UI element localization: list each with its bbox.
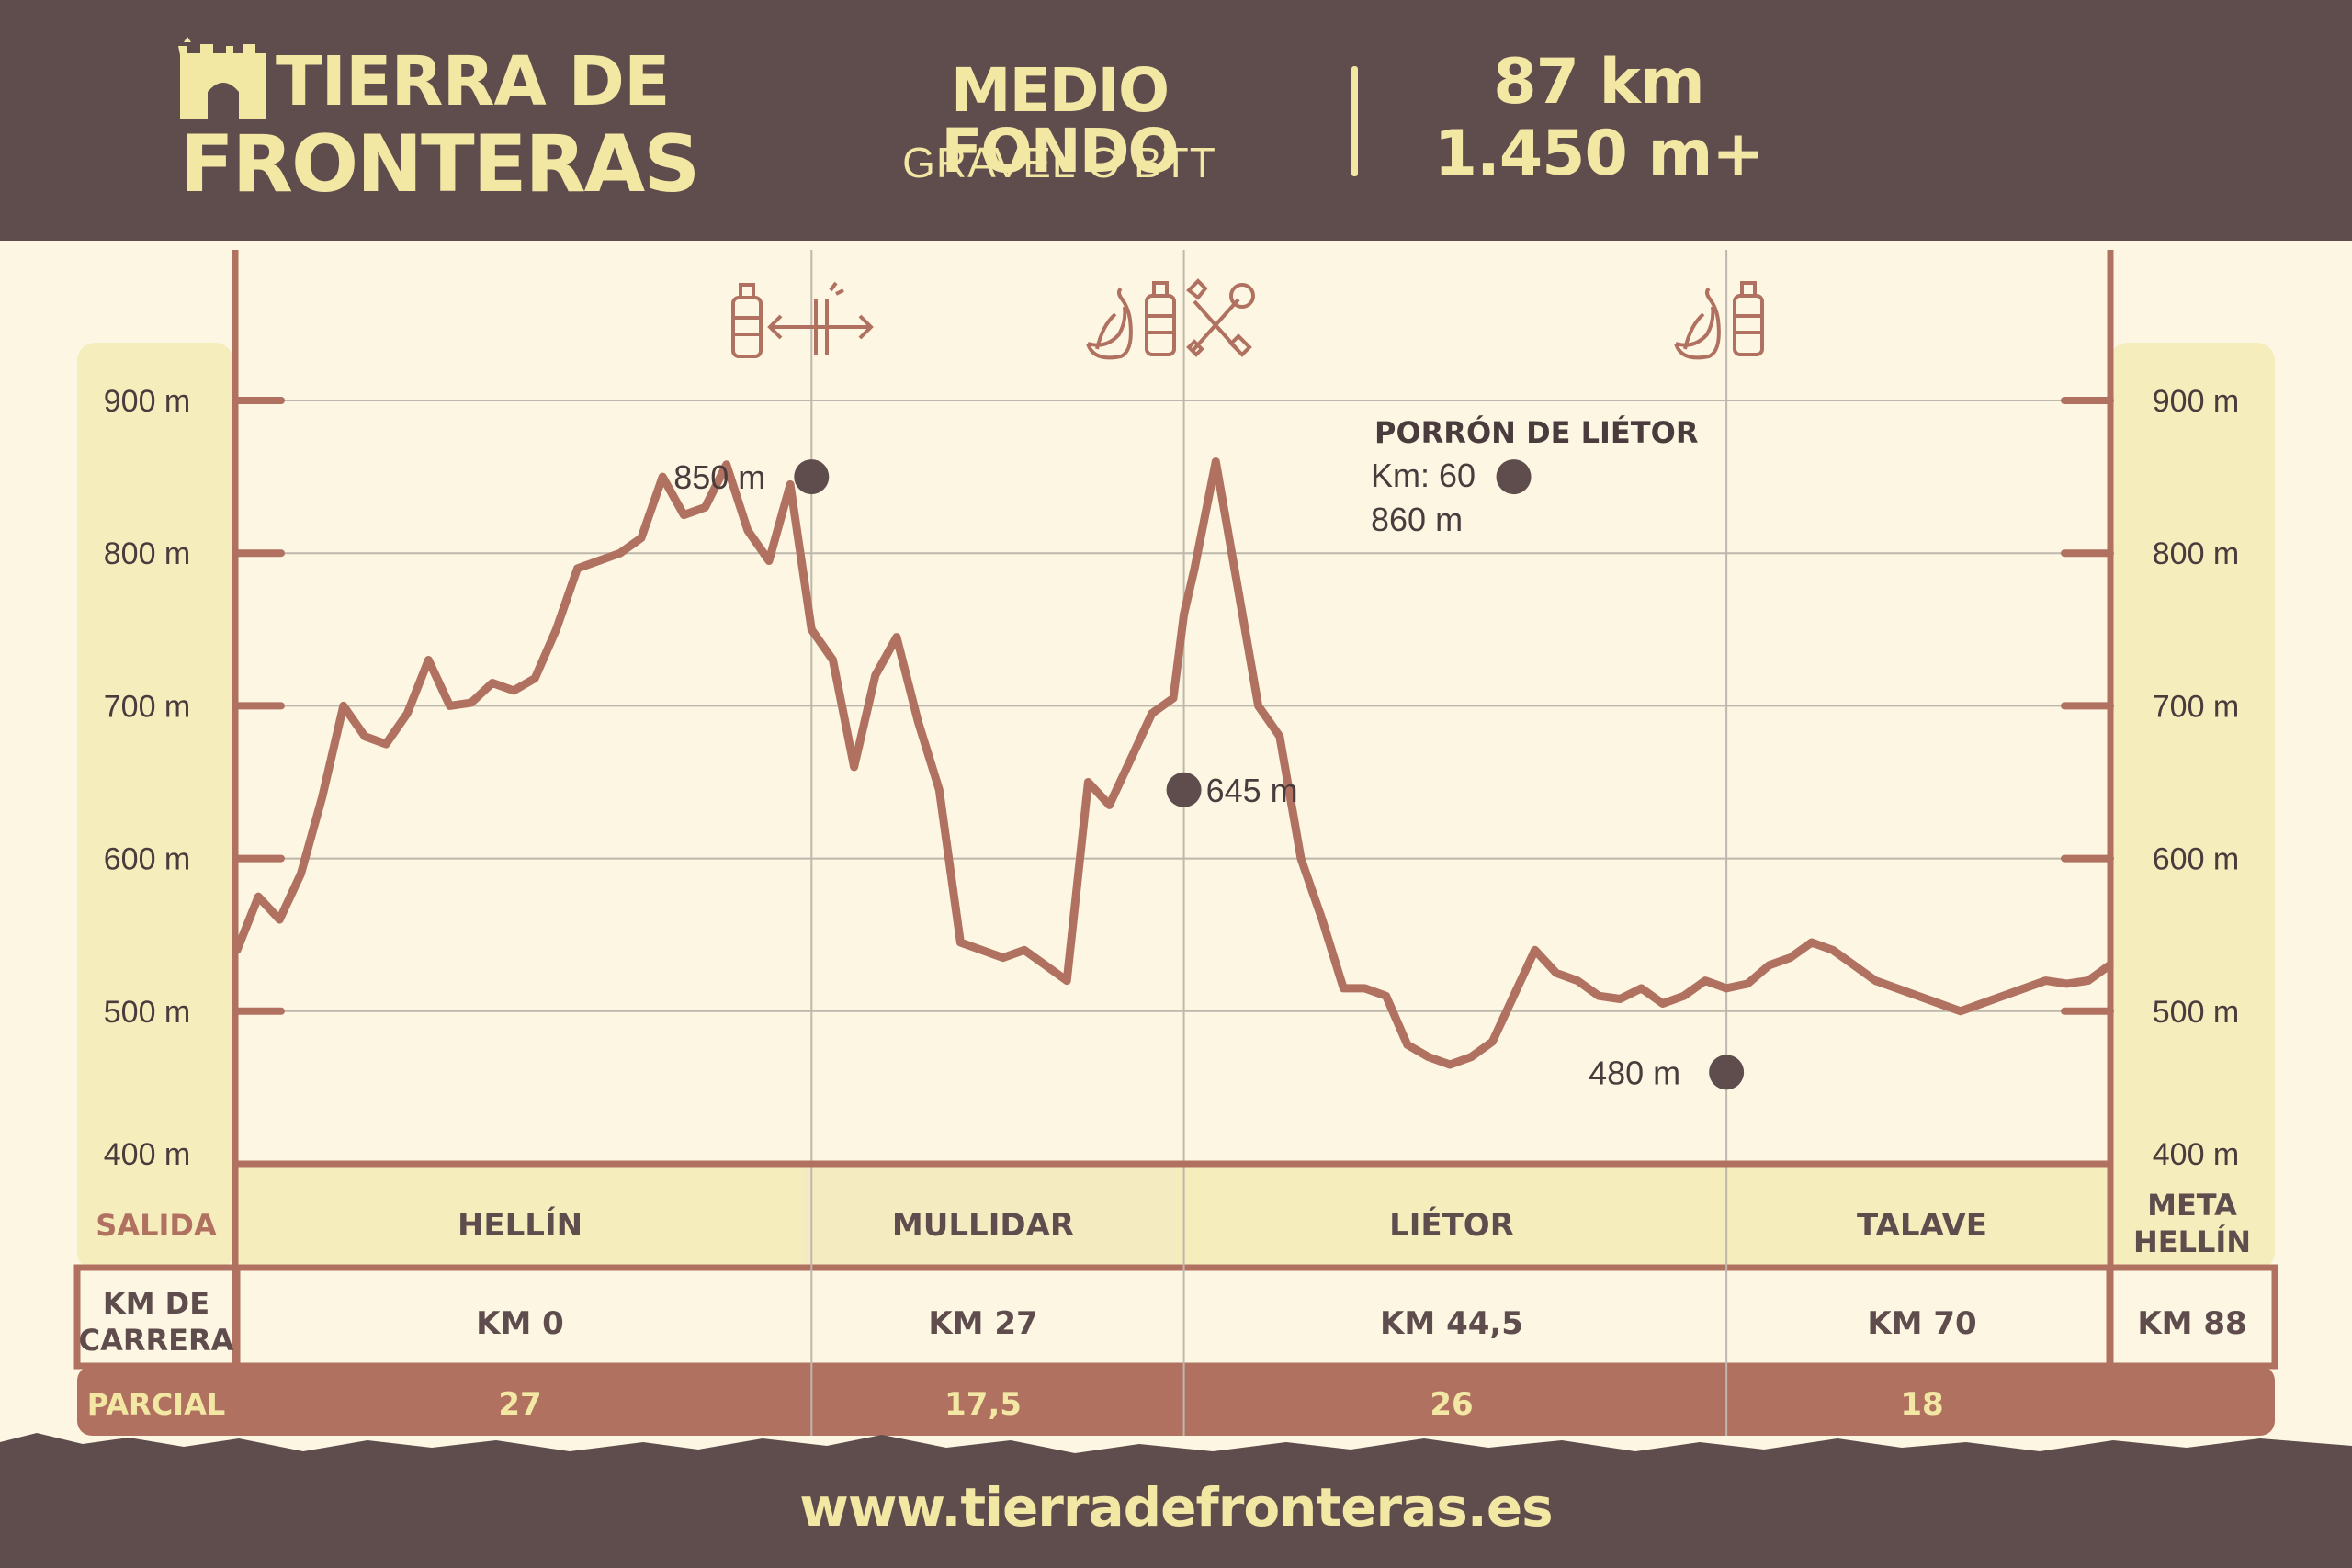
race-name: MEDIO FONDO: [941, 55, 1179, 186]
banana-icon: [1674, 287, 1721, 360]
marker-label: 860 m: [1371, 501, 1463, 538]
castle-logo-icon: [178, 37, 266, 119]
km-cell-1: KM 27: [928, 1305, 1037, 1342]
marker-dot: [1496, 459, 1532, 495]
partial-cell-0: 27: [498, 1386, 541, 1423]
water-bottle-icon: [731, 283, 763, 358]
elevation-gain-stat: 1.450 m+: [1433, 118, 1765, 190]
place-mullidar: MULLIDAR: [892, 1207, 1074, 1244]
elevation-line: [232, 457, 2114, 1069]
tools-icon: [1186, 278, 1255, 357]
aid-station-2: [1086, 278, 1255, 360]
start-label: SALIDA: [96, 1208, 217, 1243]
partial-cell-1: 17,5: [944, 1386, 1022, 1423]
km-row-bg: [74, 1264, 2278, 1370]
marker-label: 850 m: [673, 458, 765, 496]
marker-label: 645 m: [1206, 772, 1298, 809]
banana-icon: [1086, 287, 1133, 360]
y-tick-label: 500 m: [104, 995, 191, 1030]
aid-station-3: [1674, 281, 1764, 360]
left-axis-panel: [77, 343, 233, 1270]
grid-lines: [237, 400, 2109, 1012]
y-tick-label: 700 m: [104, 689, 191, 724]
logo-text-line2: FRONTERAS: [180, 118, 700, 210]
right-axis-panel: [2109, 343, 2275, 1270]
partial-row-bg: [77, 1366, 2275, 1436]
marker-label: 480 m: [1589, 1054, 1680, 1091]
place-talave: TALAVE: [1857, 1207, 1987, 1244]
y-tick-label: 900 m: [104, 384, 191, 419]
y-tick-label: 600 m: [2153, 842, 2240, 877]
distance-stat: 87 km: [1493, 46, 1704, 118]
chart-markers: 850 m 645 m PORRÓN DE LIÉTOR Km: 60 860 m 480…: [673, 414, 1745, 1091]
partial-cell-2: 26: [1430, 1386, 1473, 1423]
race-km-label-line2: CARRERA: [79, 1323, 234, 1358]
marker-dot: [1166, 772, 1202, 807]
km-cell-3: KM 70: [1867, 1305, 1976, 1342]
y-tick-label: 800 m: [104, 536, 191, 571]
y-tick-label: 600 m: [104, 842, 191, 877]
marker-dot: [794, 459, 830, 495]
finish-label-line1: META: [2147, 1188, 2237, 1223]
race-type: GRAVEL O BTT: [902, 139, 1216, 186]
water-bottle-icon: [1145, 281, 1176, 356]
axis-ticks: [232, 397, 2114, 1015]
aid-station-1: [731, 281, 874, 358]
header-bar: TIERRA DE FRONTERAS MEDIO FONDO GRAVEL O…: [0, 0, 2352, 241]
y-tick-labels-left: 900 m 800 m 700 m 600 m 500 m 400 m: [104, 384, 191, 1172]
section-lines: [810, 250, 1728, 1436]
marker-dot: [1709, 1055, 1745, 1090]
km-cell-0: KM 0: [476, 1305, 564, 1342]
website-url[interactable]: www.tierradefronteras.es: [799, 1476, 1553, 1539]
partial-cell-3: 18: [1900, 1386, 1943, 1423]
distance-arrows-icon: [767, 281, 874, 355]
km-cell-finish: KM 88: [2137, 1305, 2246, 1342]
y-tick-label: 400 m: [104, 1137, 191, 1172]
marker-km-label: Km: 60: [1371, 457, 1476, 494]
place-lietor: LIÉTOR: [1389, 1206, 1514, 1244]
footer-mountains: [0, 1433, 2352, 1568]
race-km-label-line1: KM DE: [103, 1286, 209, 1321]
y-tick-label: 500 m: [2153, 995, 2240, 1030]
finish-label-line2: HELLÍN: [2133, 1224, 2251, 1259]
y-tick-label: 800 m: [2153, 536, 2240, 571]
y-tick-labels-right: 900 m 800 m 700 m 600 m 500 m 400 m: [2153, 384, 2240, 1172]
header-divider: [1351, 66, 1358, 176]
y-tick-label: 900 m: [2153, 384, 2240, 419]
partial-label: PARCIAL: [87, 1387, 225, 1422]
y-tick-label: 400 m: [2153, 1137, 2240, 1172]
place-hellin: HELLÍN: [458, 1206, 582, 1244]
km-cell-2: KM 44,5: [1380, 1305, 1523, 1342]
logo-text-line1: TIERRA DE: [276, 42, 671, 121]
water-bottle-icon: [1733, 281, 1764, 356]
marker-title: PORRÓN DE LIÉTOR: [1374, 414, 1698, 450]
y-tick-label: 700 m: [2153, 689, 2240, 724]
